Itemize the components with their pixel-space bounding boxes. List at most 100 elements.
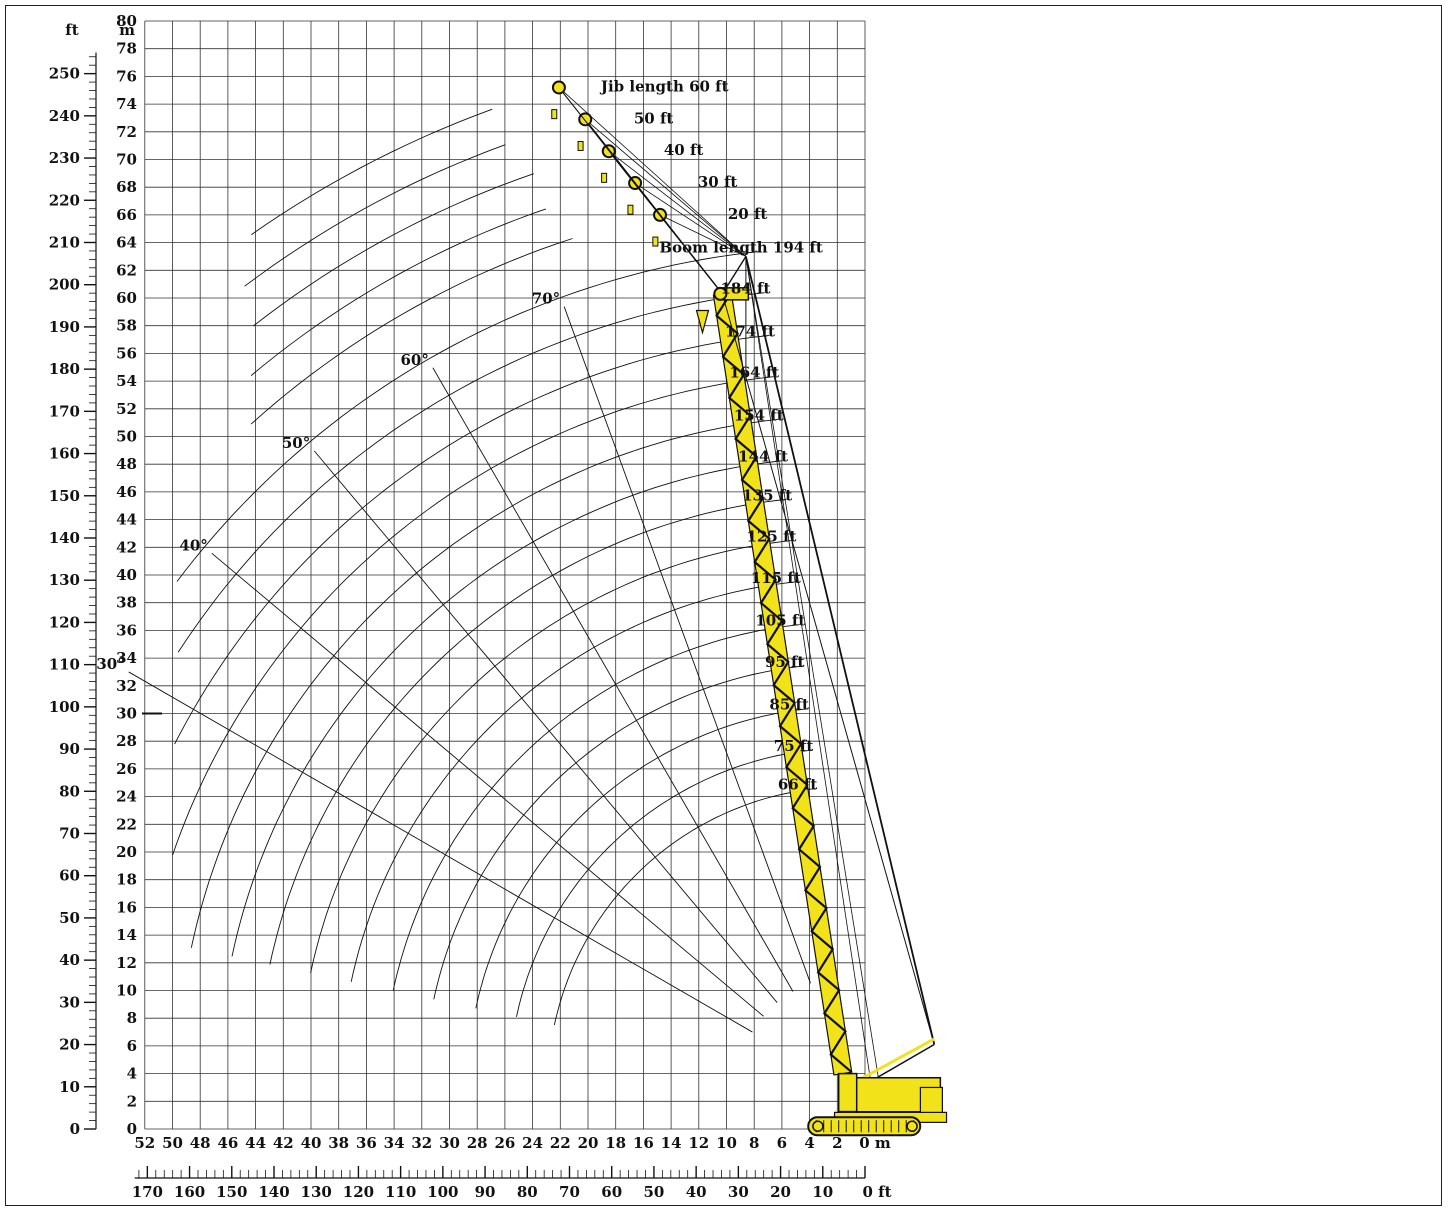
x-tick-label: 16	[633, 1134, 654, 1152]
boom-arc	[433, 665, 805, 1000]
boom-length-label: 75 ft	[774, 737, 814, 755]
y-m-tick-label: 78	[116, 40, 137, 58]
x-tick-label: 30	[439, 1134, 460, 1152]
y-m-tick-label: 60	[116, 289, 137, 307]
y-ft-tick-label: 50	[59, 909, 80, 927]
y-ft-tick-label: 220	[49, 191, 80, 209]
boom-length-label: 184 ft	[720, 280, 770, 298]
y-m-tick-label: 26	[116, 760, 137, 778]
jib-length-label: 20 ft	[728, 205, 768, 223]
hoist-line	[745, 256, 871, 1081]
y-ft-tick-label: 80	[59, 782, 80, 800]
boom-arc	[553, 788, 818, 1026]
hoist-line	[745, 256, 880, 1081]
y-m-tick-label: 32	[116, 677, 137, 695]
x-ft-tick-label: 110	[385, 1183, 416, 1201]
jib-arc	[253, 173, 534, 327]
boom-arc	[172, 376, 774, 855]
y-m-tick-label: 66	[116, 206, 137, 224]
x-ft-tick-label: 140	[258, 1183, 289, 1201]
angle-label: 50°	[282, 434, 310, 452]
y-ft-axis-title: ft	[65, 21, 78, 39]
x-tick-label: 48	[190, 1134, 211, 1152]
y-ft-tick-label: 60	[59, 867, 80, 885]
x-ft-tick-label: 160	[174, 1183, 205, 1201]
y-m-tick-label: 24	[116, 788, 137, 806]
jib-arc	[251, 108, 493, 236]
jib-arc	[250, 208, 547, 376]
y-m-tick-label: 20	[116, 843, 137, 861]
x-tick-label: 32	[411, 1134, 432, 1152]
y-m-tick-label: 80	[116, 12, 137, 30]
y-ft-tick-label: 230	[49, 149, 80, 167]
boom-arc	[516, 749, 813, 1017]
jib-length-label: 30 ft	[698, 173, 738, 191]
y-m-tick-label: 14	[116, 926, 137, 944]
y-m-tick-label: 42	[116, 538, 137, 556]
x-ft-tick-label: 130	[301, 1183, 332, 1201]
y-m-tick-label: 8	[127, 1009, 137, 1027]
main-hook	[695, 309, 710, 335]
y-ft-tick-label: 160	[49, 445, 80, 463]
boom-length-label: 154 ft	[734, 406, 784, 424]
y-m-tick-label: 40	[116, 566, 137, 584]
y-ft-tick-label: 0	[70, 1120, 80, 1138]
crane-icon	[551, 80, 948, 1137]
y-m-tick-label: 46	[116, 483, 137, 501]
boom-length-label: 125 ft	[747, 528, 797, 546]
x-tick-label: 44	[245, 1134, 266, 1152]
y-m-tick-label: 30	[116, 705, 137, 723]
boom-arcs	[172, 250, 818, 1026]
jib-sheave	[551, 80, 566, 95]
y-m-tick-label: 72	[116, 123, 137, 141]
jib-arcs	[244, 108, 573, 425]
boom-arc	[174, 334, 770, 745]
angle-line	[432, 367, 794, 992]
x-tick-label: 24	[522, 1134, 543, 1152]
x-ft-tick-label: 80	[517, 1183, 538, 1201]
pendant-line	[745, 256, 936, 1045]
y-m-tick-label: 2	[127, 1092, 137, 1110]
y-m-tick-label: 10	[116, 982, 137, 1000]
y-m-tick-label: 28	[116, 732, 137, 750]
track-wheel	[812, 1120, 824, 1132]
x-tick-label: 28	[467, 1134, 488, 1152]
boom-length-label: 144 ft	[738, 448, 788, 466]
x-tick-label: 22	[550, 1134, 571, 1152]
x-tick-label: 52	[134, 1134, 155, 1152]
x-tick-label: 6	[777, 1134, 787, 1152]
x-ft-tick-label: 10	[812, 1183, 833, 1201]
y-ft-tick-label: 200	[49, 276, 80, 294]
boom-sheave	[713, 286, 728, 301]
y-m-tick-label: 18	[116, 871, 137, 889]
x-tick-label: 50	[162, 1134, 183, 1152]
boom-arc	[269, 498, 787, 965]
jib-length-label: 40 ft	[664, 141, 704, 159]
x-tick-label: 10	[716, 1134, 737, 1152]
x-tick-label: 12	[688, 1134, 709, 1152]
y-m-tick-label: 54	[116, 372, 137, 390]
y-m-tick-label: 48	[116, 455, 137, 473]
y-ft-tick-label: 110	[49, 656, 80, 674]
x-ft-tick-label: 170	[132, 1183, 163, 1201]
x-tick-label: 8	[749, 1134, 759, 1152]
x-ft-tick-label: 30	[728, 1183, 749, 1201]
boom-length-label: 95 ft	[765, 653, 805, 671]
x-tick-label: 2	[832, 1134, 842, 1152]
jib-length-label: Jib length 60 ft	[599, 77, 729, 95]
y-m-tick-label: 6	[127, 1037, 137, 1055]
y-ft-tick-label: 70	[59, 824, 80, 842]
jib-stay	[558, 87, 747, 257]
y-m-tick-label: 44	[116, 511, 137, 529]
angle-line	[563, 306, 811, 984]
x-ft-tick-label: 40	[686, 1183, 707, 1201]
y-m-tick-label: 16	[116, 898, 137, 916]
boom-length-label: 174 ft	[725, 322, 775, 340]
y-m-tick-label: 64	[116, 234, 137, 252]
x-ft-tick-label: 150	[216, 1183, 247, 1201]
counterweight	[919, 1086, 944, 1115]
y-m-tick-label: 70	[116, 151, 137, 169]
x-tick-label: 42	[273, 1134, 294, 1152]
jib-length-label: 50 ft	[634, 109, 674, 127]
